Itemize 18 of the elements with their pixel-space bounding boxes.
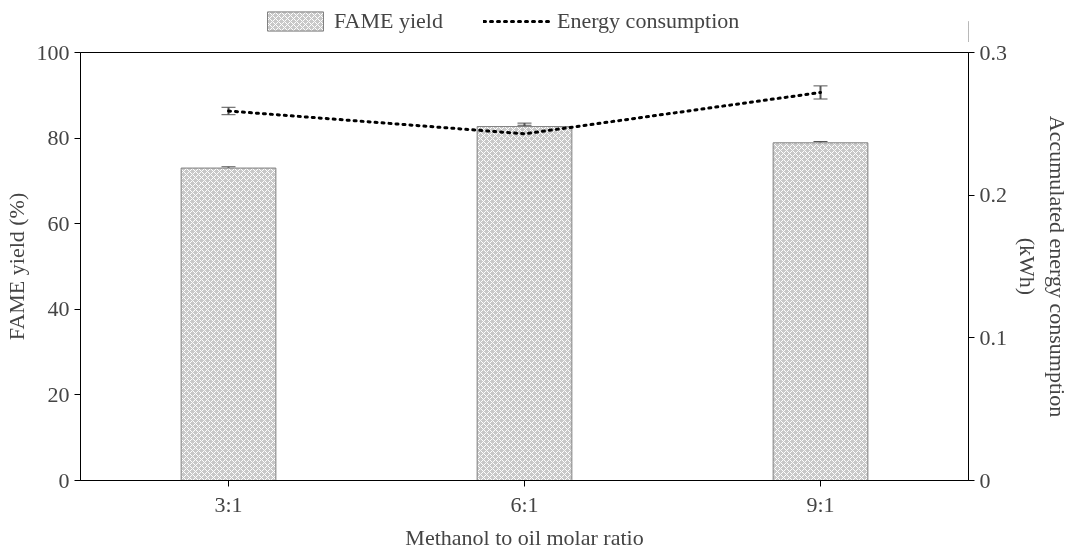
y2-tick-label: 0.2: [979, 182, 1007, 208]
x-axis-title: Methanol to oil molar ratio: [405, 524, 644, 550]
y-axis-title: FAME yield (%): [3, 192, 29, 341]
y2-tick-label: 0.1: [979, 324, 1007, 350]
y2-tick-label: 0.3: [979, 39, 1007, 65]
legend-label: FAME yield: [334, 8, 443, 34]
y2-tick-label: 0: [979, 467, 991, 493]
y-tick-label: 40: [47, 296, 70, 322]
y-tick-label: 60: [47, 210, 70, 236]
y-tick-label: 100: [36, 39, 70, 65]
x-tick-label: 3:1: [214, 491, 243, 517]
y-tick-label: 20: [47, 381, 70, 407]
y-tick-label: 80: [47, 125, 70, 151]
legend-label: Energy consumption: [556, 8, 740, 34]
y-tick-label: 0: [58, 467, 70, 493]
y2-axis-title: Accumulated energy consumption (kWh): [1015, 115, 1070, 418]
x-tick-label: 6:1: [510, 491, 539, 517]
x-tick-label: 9:1: [806, 491, 835, 517]
